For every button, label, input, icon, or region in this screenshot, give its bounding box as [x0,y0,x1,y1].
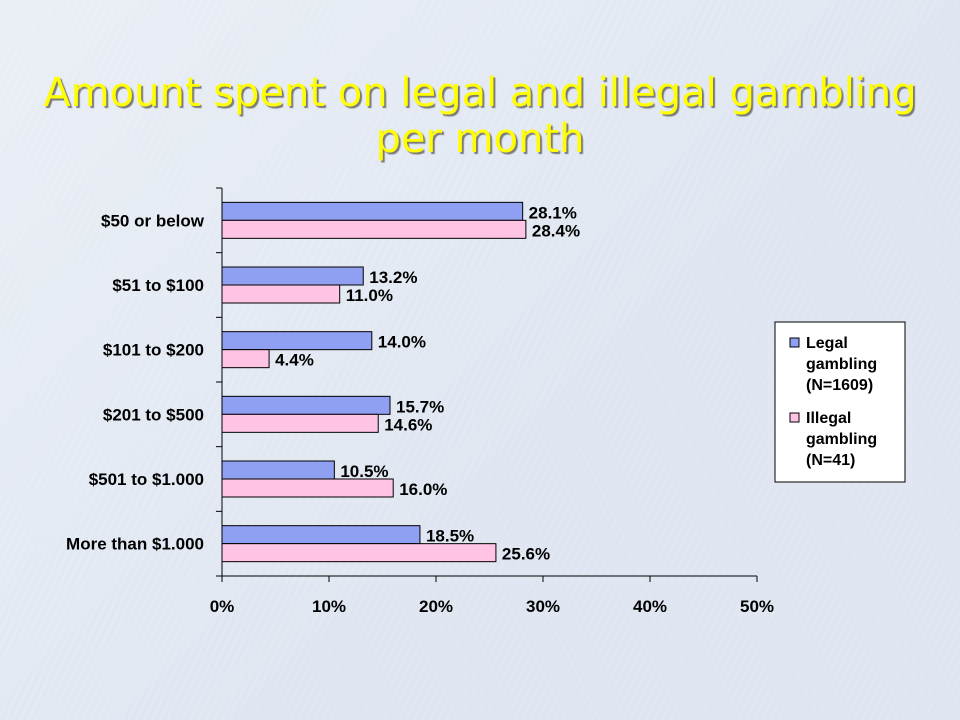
category-label: More than $1.000 [66,535,204,554]
legal-bar [221,266,364,286]
legend-label: Illegal [806,410,851,427]
legal-data-label: 15.7% [396,397,444,416]
legal-bar [221,201,524,221]
legend-label: (N=1609) [806,377,873,394]
slide-title: Amount spent on legal and illegal gambli… [0,70,960,162]
legal-data-label: 10.5% [340,462,388,481]
legend-label: gambling [806,431,877,448]
x-tick-label: 40% [633,597,667,616]
legal-bar [221,525,421,545]
x-tick-label: 10% [312,597,346,616]
title-line-1: Amount spent on legal and illegal gambli… [43,70,917,116]
legal-data-label: 18.5% [426,527,474,546]
legend-swatch-illegal [789,412,800,423]
x-tick-label: 30% [526,597,560,616]
illegal-bar [221,413,379,433]
legal-data-label: 14.0% [378,333,426,352]
legend-label: (N=41) [806,452,855,469]
illegal-bar [221,284,341,304]
category-label: $51 to $100 [112,276,204,295]
x-tick-label: 0% [210,597,235,616]
category-label: $101 to $200 [103,341,204,360]
legal-data-label: 13.2% [369,268,417,287]
legal-bar [221,460,335,480]
illegal-data-label: 4.4% [275,351,314,370]
category-label: $50 or below [101,211,205,230]
illegal-data-label: 14.6% [384,415,432,434]
illegal-data-label: 11.0% [346,286,393,305]
legend-box [774,321,906,483]
category-label: $501 to $1.000 [89,470,204,489]
x-tick-label: 50% [740,597,774,616]
illegal-bar [221,543,497,563]
legend-label: Legal [806,335,848,352]
legal-bar [221,331,373,351]
illegal-bar [221,219,527,239]
illegal-bar [221,349,270,369]
illegal-data-label: 28.4% [532,221,580,240]
legend-label: gambling [806,356,877,373]
illegal-data-label: 16.0% [399,480,447,499]
legal-bar [221,395,391,415]
legal-data-label: 28.1% [529,203,577,222]
legend-swatch-legal [789,337,800,348]
illegal-bar [221,478,394,498]
category-label: $201 to $500 [103,405,204,424]
illegal-data-label: 25.6% [502,545,550,564]
x-tick-label: 20% [419,597,453,616]
title-line-2: per month [375,116,585,162]
